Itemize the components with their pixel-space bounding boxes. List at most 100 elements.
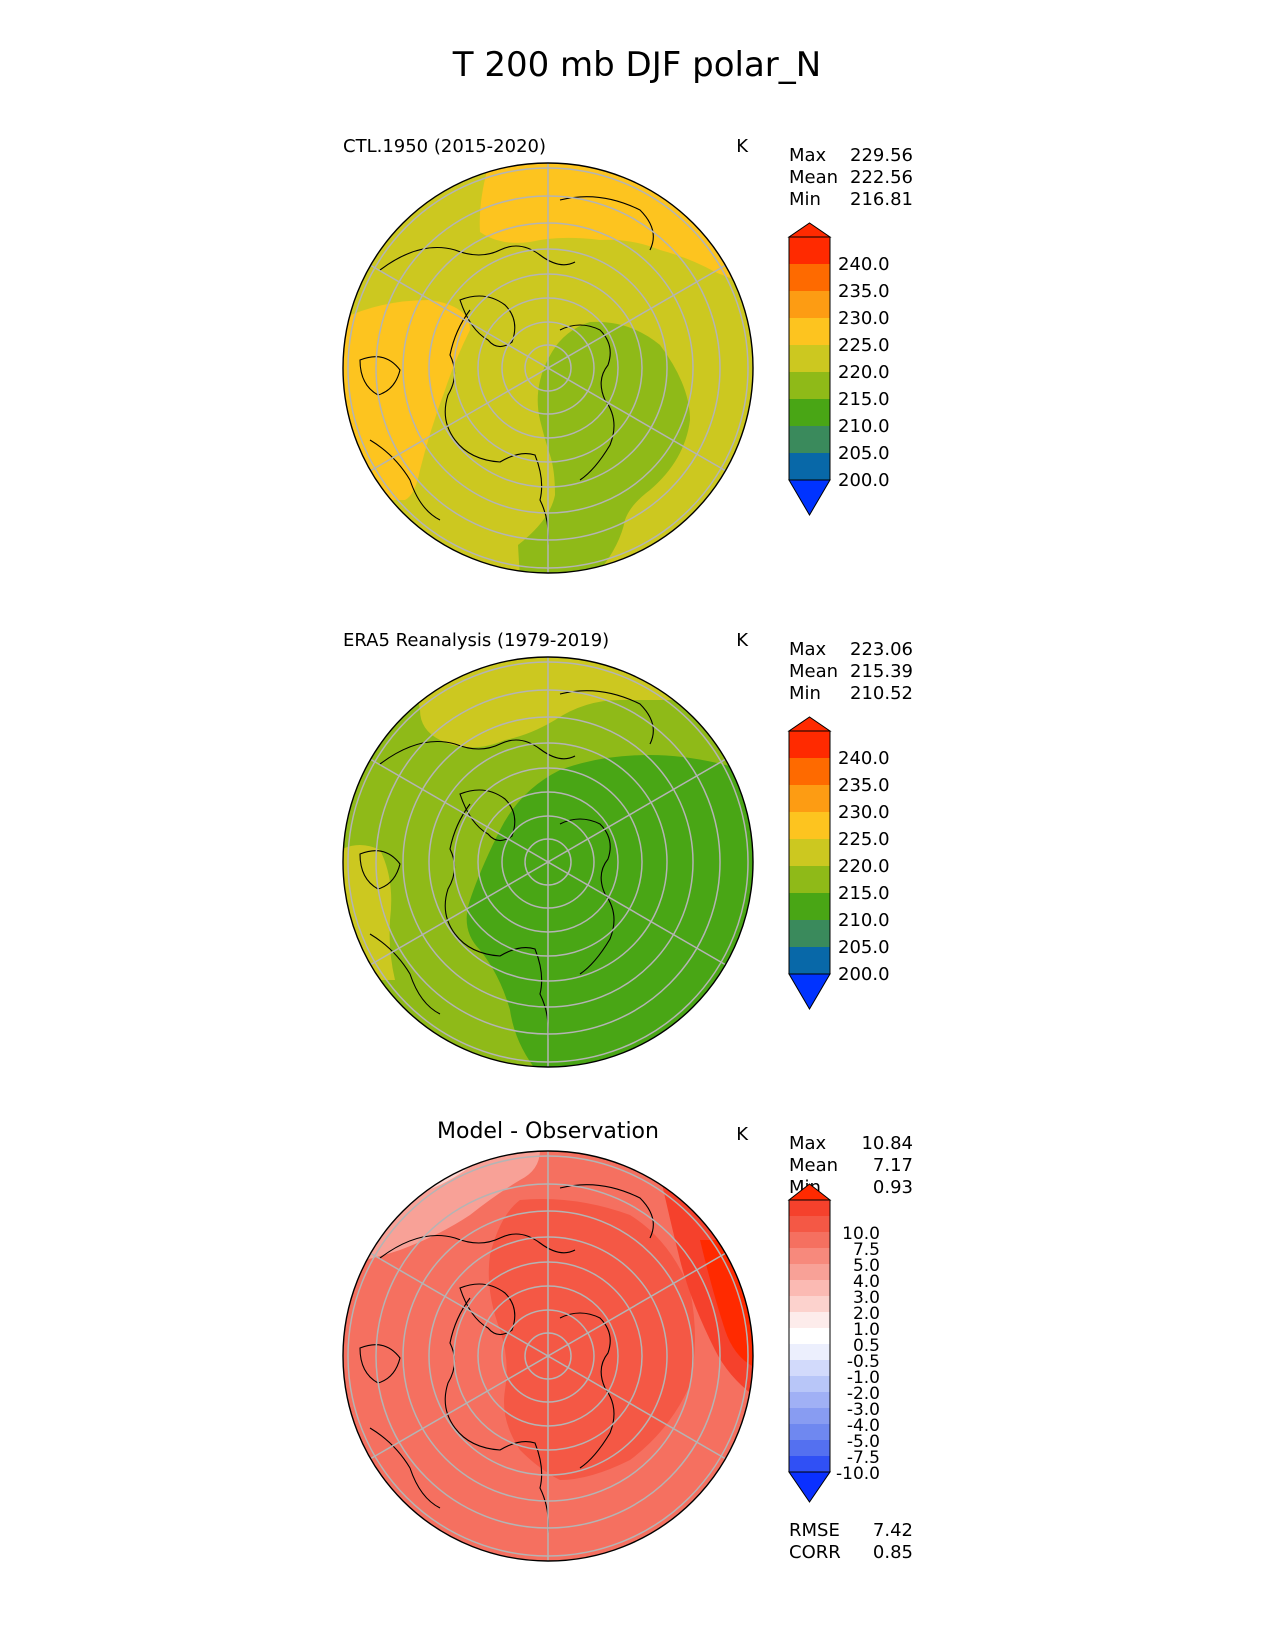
stats-block: Max 229.56 Mean 222.56 Min 216.81 <box>789 145 913 210</box>
colorbar-bin <box>789 1232 830 1248</box>
colorbar-tick-label: 7.5 <box>853 1240 880 1260</box>
colorbar-tick-label: 230.0 <box>838 308 890 329</box>
colorbar-tick-label: 0.5 <box>853 1336 880 1356</box>
units-label: K <box>736 1124 749 1145</box>
colorbar-tick-label: 220.0 <box>838 362 890 383</box>
colorbar-bin <box>789 318 830 345</box>
colorbar-bin <box>789 1424 830 1440</box>
units-label: K <box>736 630 749 651</box>
stat-max-label: Max <box>789 639 827 660</box>
colorbar-bin <box>789 758 830 785</box>
stat-mean-value: 222.56 <box>850 167 913 188</box>
field-region <box>343 300 470 500</box>
colorbar-frame <box>788 1199 831 1473</box>
panel-title: CTL.1950 (2015-2020) <box>343 136 546 157</box>
stat-mean-label: Mean <box>789 1155 838 1176</box>
colorbar-extend-high <box>787 716 832 732</box>
graticule <box>347 657 749 1067</box>
colorbar-bin <box>789 1328 830 1344</box>
stat-min-value: 216.81 <box>850 189 913 210</box>
coastline <box>359 690 654 1040</box>
colorbar-bin <box>789 731 830 758</box>
colorbar-tick-label: 2.0 <box>853 1304 880 1324</box>
colorbar-bin <box>789 893 830 920</box>
colorbar-tick-label: 200.0 <box>838 470 890 491</box>
colorbar-tick-label: 210.0 <box>838 416 890 437</box>
figure-title: T 200 mb DJF polar_N <box>452 45 821 85</box>
stat-max-value: 229.56 <box>850 145 913 166</box>
colorbar-tick-label: 3.0 <box>853 1288 880 1308</box>
stat-mean-value: 215.39 <box>850 661 913 682</box>
colorbar-bin <box>789 1248 830 1264</box>
stat-mean-label: Mean <box>789 661 838 682</box>
colorbar-bin <box>789 1280 830 1296</box>
coastline <box>359 1184 654 1534</box>
colorbar-tick-label: -7.5 <box>847 1448 880 1468</box>
colorbar-bin <box>789 785 830 812</box>
stat-mean-label: Mean <box>789 167 838 188</box>
panel-observation: ERA5 Reanalysis (1979-2019) K Max 223.06… <box>342 630 913 1068</box>
colorbar-bin <box>789 426 830 453</box>
colorbar: 200.0 205.0 210.0 215.0 220.0 225.0 230.… <box>787 716 890 1010</box>
stat-min-label: Min <box>789 189 821 210</box>
colorbar-extend-low <box>788 479 831 516</box>
colorbar-tick-label: 210.0 <box>838 910 890 931</box>
colorbar-bin <box>789 1408 830 1424</box>
stat-min-label: Min <box>789 683 821 704</box>
colorbar-tick-label: 215.0 <box>838 389 890 410</box>
colorbar-tick-label: 220.0 <box>838 856 890 877</box>
colorbar-tick-label: 215.0 <box>838 883 890 904</box>
colorbar-tick-label: 230.0 <box>838 802 890 823</box>
footer-stats: RMSE 7.42 CORR 0.85 <box>789 1520 913 1563</box>
colorbar-tick-label: 240.0 <box>838 254 890 275</box>
field-region <box>488 1199 695 1480</box>
panel-model: CTL.1950 (2015-2020) K Max 229.56 Mean 2… <box>342 136 913 574</box>
colorbar-bin <box>789 1360 830 1376</box>
colorbar-tick-label: 225.0 <box>838 335 890 356</box>
colorbar-bin <box>789 1456 830 1472</box>
colorbar-bin <box>789 372 830 399</box>
colorbar-bin <box>789 1392 830 1408</box>
colorbar-tick-label: -0.5 <box>847 1352 880 1372</box>
colorbar-bin <box>789 1376 830 1392</box>
stat-max-label: Max <box>789 1133 827 1154</box>
colorbar-bin <box>789 1200 830 1216</box>
colorbar-bin <box>789 345 830 372</box>
map-boundary <box>342 1150 754 1562</box>
stat-min-value: 0.93 <box>873 1177 913 1198</box>
colorbar-tick-label: 240.0 <box>838 748 890 769</box>
colorbar-bin <box>789 812 830 839</box>
colorbar-extend-low <box>788 973 831 1010</box>
colorbar-bin <box>789 264 830 291</box>
colorbar-bin <box>789 1216 830 1232</box>
stat-mean-value: 7.17 <box>873 1155 913 1176</box>
stat-corr-label: CORR <box>789 1542 841 1563</box>
stat-max-value: 10.84 <box>861 1133 913 1154</box>
colorbar-tick-label: 205.0 <box>838 443 890 464</box>
colorbar-tick-label: 10.0 <box>842 1224 880 1244</box>
map-boundary <box>342 162 754 574</box>
colorbar-bin <box>789 1264 830 1280</box>
colorbar-tick-label: -4.0 <box>847 1416 880 1436</box>
colorbar-bin <box>789 453 830 480</box>
colorbar-tick-label: -10.0 <box>836 1464 880 1484</box>
colorbar-bin <box>789 1296 830 1312</box>
colorbar-tick-label: 235.0 <box>838 281 890 302</box>
colorbar-tick-label: 235.0 <box>838 775 890 796</box>
colorbar-extend-high <box>787 222 832 238</box>
colorbar: 200.0 205.0 210.0 215.0 220.0 225.0 230.… <box>787 222 890 516</box>
colorbar-bin <box>789 839 830 866</box>
colorbar-bin <box>789 291 830 318</box>
colorbar-bin <box>789 1440 830 1456</box>
map-boundary <box>342 656 754 1068</box>
colorbar-tick-label: 4.0 <box>853 1272 880 1292</box>
stat-max-label: Max <box>789 145 827 166</box>
colorbar-tick-label: -1.0 <box>847 1368 880 1388</box>
colorbar-bin <box>789 399 830 426</box>
stat-corr-value: 0.85 <box>873 1542 913 1563</box>
graticule <box>347 1151 749 1561</box>
colorbar-tick-label: 200.0 <box>838 964 890 985</box>
colorbar-tick-label: 225.0 <box>838 829 890 850</box>
stat-min-value: 210.52 <box>850 683 913 704</box>
